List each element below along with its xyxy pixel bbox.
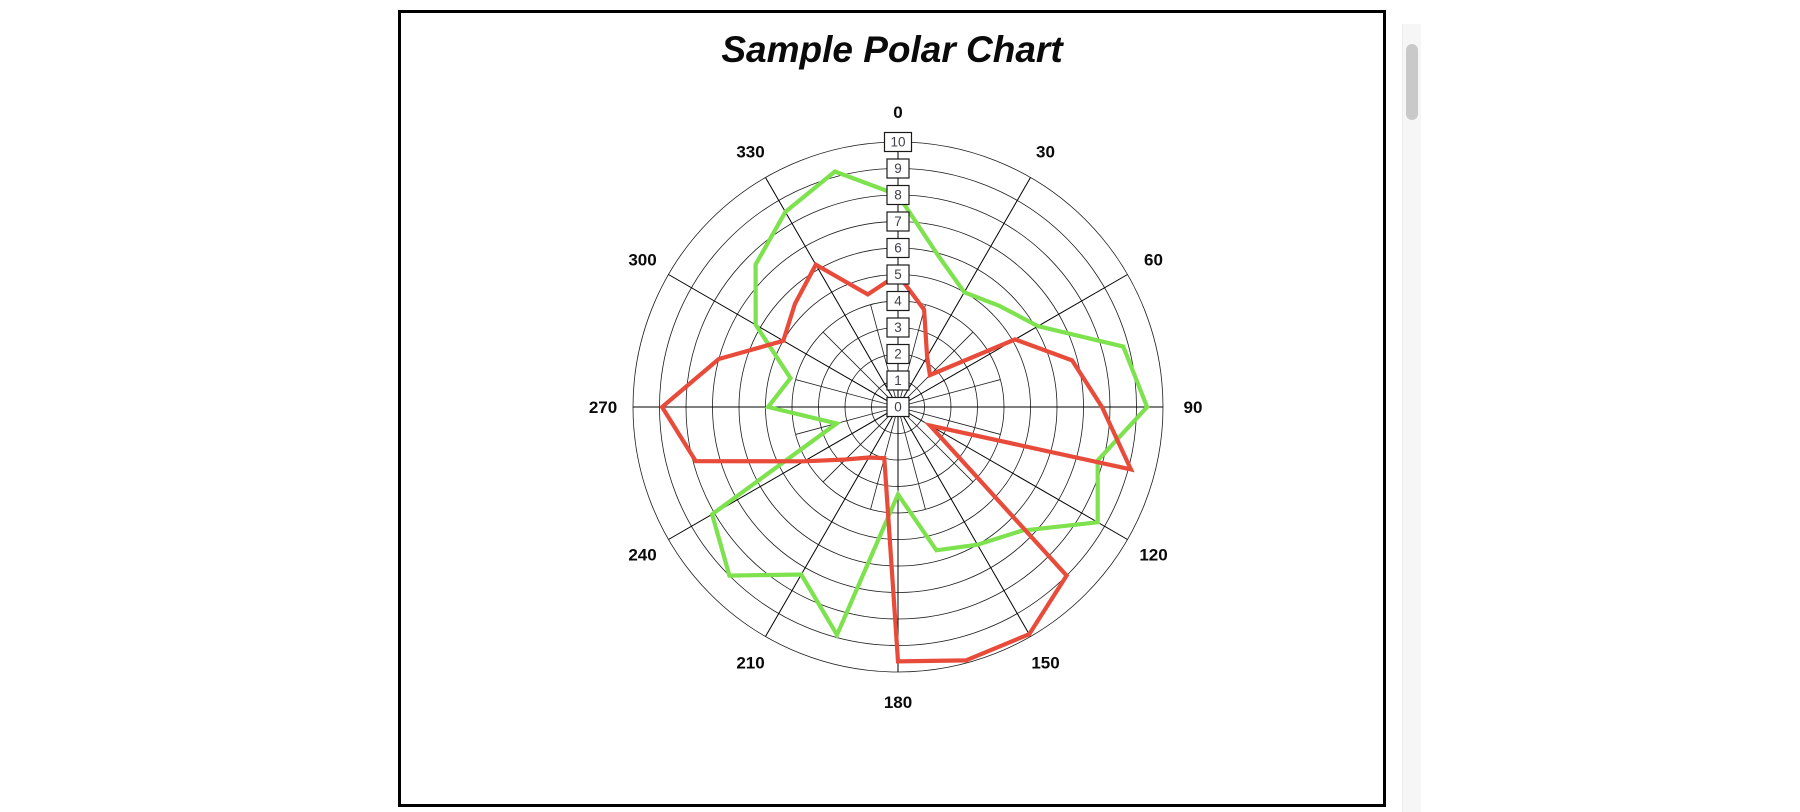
- chart-panel: Sample Polar Chart 0 1 2 3 4 5 6 7 8 9 10 0 30 60 90 12…: [398, 10, 1386, 807]
- angular-axis-label-240: 240: [628, 546, 656, 565]
- series-green-series-line: [709, 169, 1150, 640]
- series-red-series-line: [659, 261, 1135, 664]
- angular-axis-label-0: 0: [893, 103, 902, 122]
- angular-axis-label-270: 270: [589, 398, 617, 417]
- radial-axis-label-0: 0: [894, 400, 902, 415]
- angular-axis-label-330: 330: [736, 143, 764, 162]
- radial-axis-label-10: 10: [890, 135, 905, 150]
- radial-axis-label-9: 9: [894, 161, 902, 176]
- radial-axis-label-6: 6: [894, 241, 902, 256]
- radial-axis-label-4: 4: [894, 294, 902, 309]
- angular-axis-label-150: 150: [1031, 654, 1059, 673]
- radial-axis-labels: 0 1 2 3 4 5 6 7 8 9 10: [883, 131, 913, 418]
- angular-axis-label-30: 30: [1036, 143, 1055, 162]
- radial-axis-label-2: 2: [894, 347, 902, 362]
- angular-axis-label-120: 120: [1139, 546, 1167, 565]
- radial-axis-label-5: 5: [894, 267, 902, 282]
- scrollbar-track[interactable]: [1402, 24, 1421, 812]
- angular-axis-label-90: 90: [1184, 398, 1203, 417]
- radial-axis-label-3: 3: [894, 320, 902, 335]
- radial-axis-label-1: 1: [894, 373, 902, 388]
- polar-chart: 0 1 2 3 4 5 6 7 8 9 10 0 30 60 90 120 150 180 210 240 270 300…: [589, 103, 1203, 712]
- radial-axis-label-8: 8: [894, 188, 902, 203]
- angular-axis-label-210: 210: [736, 654, 764, 673]
- angular-axis-label-300: 300: [628, 251, 656, 270]
- chart-title: Sample Polar Chart: [721, 29, 1063, 70]
- scrollbar-thumb[interactable]: [1406, 44, 1418, 120]
- angular-axis-label-60: 60: [1144, 251, 1163, 270]
- angular-axis-label-180: 180: [884, 693, 912, 712]
- radial-axis-label-7: 7: [894, 214, 902, 229]
